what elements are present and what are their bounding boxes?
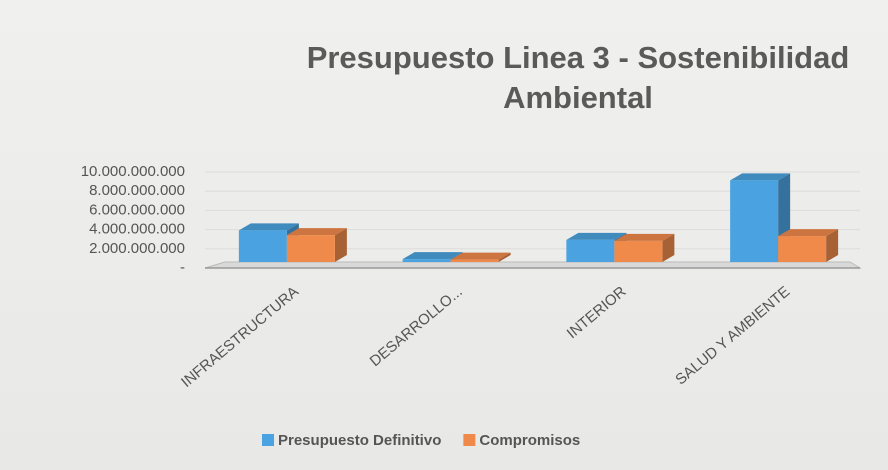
bar [778,236,827,262]
x-tick-label: INTERIOR [564,283,630,342]
legend-swatch [262,434,274,446]
bar [238,230,287,262]
legend-label: Compromisos [479,432,580,449]
bar-top [450,252,511,260]
bar-top [238,223,299,231]
bar [286,235,335,262]
bar-side [662,233,675,262]
bar [730,180,779,262]
y-tick-label: 8.000.000.000 [89,182,185,199]
bar-top [402,252,463,260]
bar [614,240,663,262]
bar-top [730,173,791,181]
y-tick-label: 10.000.000.000 [81,163,185,180]
bar-top [566,232,627,240]
x-tick-label: INFRAESTRUCTURA [178,283,302,391]
bar-top [614,233,675,241]
y-tick-label: 4.000.000.000 [89,221,185,238]
bar [566,239,615,262]
legend-swatch [463,434,476,446]
bar [402,259,451,262]
bar-side [826,229,839,262]
y-tick-label: 2.000.000.000 [89,240,185,257]
y-tick-label: - [180,259,185,276]
bar-side [498,252,511,262]
floor [204,261,862,269]
bar-side [334,228,347,262]
bar [450,259,499,262]
bar-top [778,229,839,237]
bar-top [286,228,347,236]
legend-label: Presupuesto Definitivo [278,432,441,449]
chart-title: Presupuesto Linea 3 - Sostenibilidad Amb… [306,40,850,115]
y-tick-label: 6.000.000.000 [89,201,185,218]
x-tick-label: SALUD Y AMBIENTE [672,283,793,388]
x-tick-label: DESARROLLO... [367,283,466,370]
